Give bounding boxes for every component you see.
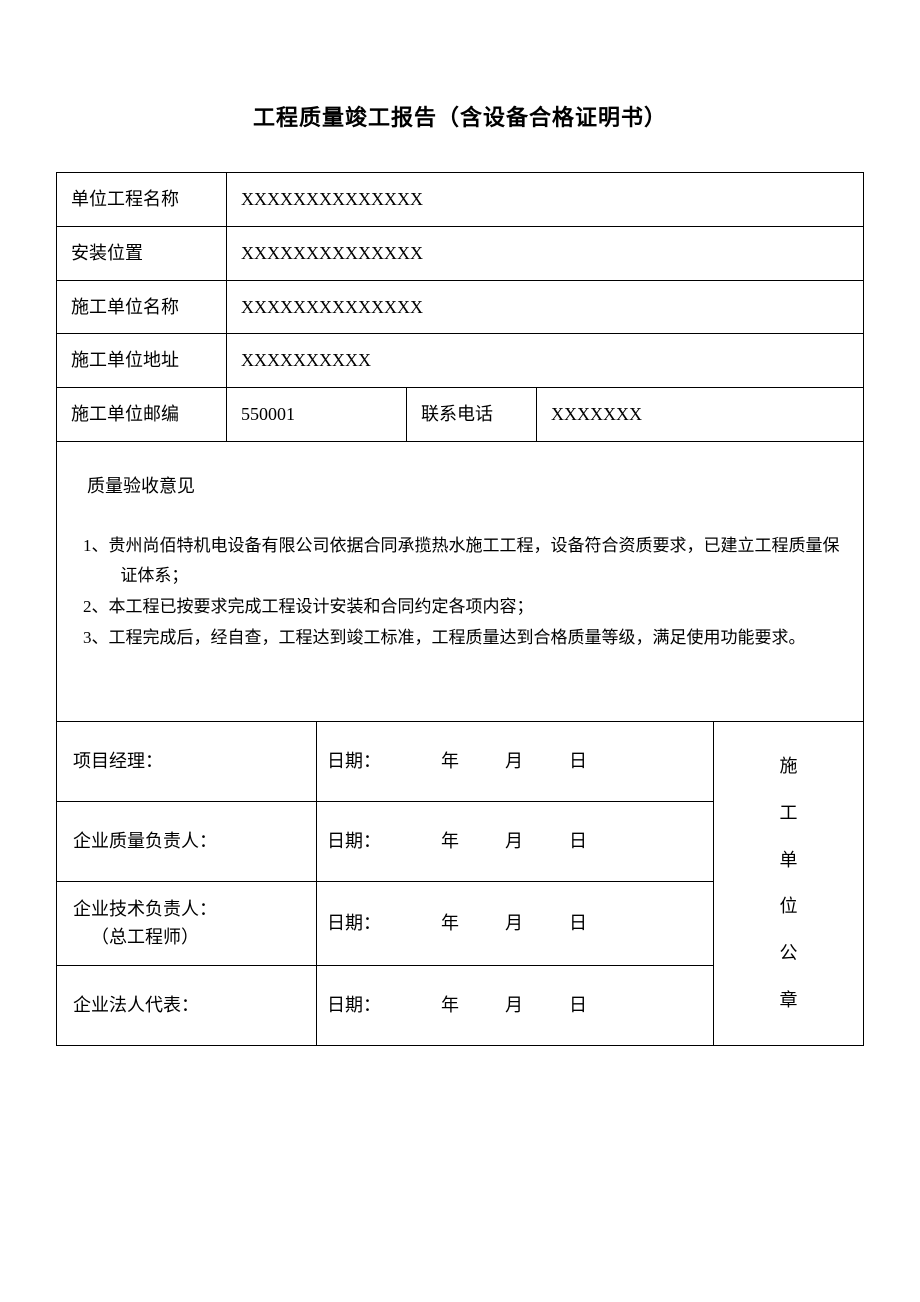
page-title: 工程质量竣工报告（含设备合格证明书） bbox=[56, 100, 864, 132]
opinion-item-1: 1、贵州尚佰特机电设备有限公司依据合同承揽热水施工工程，设备符合资质要求，已建立… bbox=[83, 531, 843, 592]
opinion-heading: 质量验收意见 bbox=[77, 472, 843, 501]
stamp-text: 施 工 单 位 公 章 bbox=[724, 752, 853, 1015]
phone-label: 联系电话 bbox=[407, 388, 537, 442]
sig-date-1: 日期： 年 月 日 bbox=[317, 722, 714, 802]
contractor-addr-label: 施工单位地址 bbox=[57, 334, 227, 388]
sig-role-1: 项目经理： bbox=[57, 722, 317, 802]
install-location-label: 安装位置 bbox=[57, 226, 227, 280]
opinion-cell: 质量验收意见 1、贵州尚佰特机电设备有限公司依据合同承揽热水施工工程，设备符合资… bbox=[57, 441, 864, 721]
date-prefix-3: 日期： bbox=[327, 909, 381, 938]
contractor-zip-value: 550001 bbox=[227, 388, 407, 442]
project-name-label: 单位工程名称 bbox=[57, 173, 227, 227]
row-project-name: 单位工程名称 XXXXXXXXXXXXXX bbox=[57, 173, 864, 227]
stamp-c1: 施 bbox=[780, 752, 798, 781]
stamp-cell: 施 工 单 位 公 章 bbox=[714, 722, 864, 1045]
contractor-zip-label: 施工单位邮编 bbox=[57, 388, 227, 442]
date-prefix-2: 日期： bbox=[327, 827, 381, 856]
stamp-c6: 章 bbox=[780, 986, 798, 1015]
day-3: 日 bbox=[569, 909, 587, 938]
sig-role-3-main: 企业技术负责人： bbox=[73, 895, 302, 924]
day-2: 日 bbox=[569, 827, 587, 856]
stamp-c4: 位 bbox=[780, 892, 798, 921]
row-opinion: 质量验收意见 1、贵州尚佰特机电设备有限公司依据合同承揽热水施工工程，设备符合资… bbox=[57, 441, 864, 721]
day-1: 日 bbox=[569, 747, 587, 776]
sig-date-3: 日期： 年 月 日 bbox=[317, 881, 714, 965]
row-contractor-zip-phone: 施工单位邮编 550001 联系电话 XXXXXXX bbox=[57, 388, 864, 442]
sig-role-4: 企业法人代表： bbox=[57, 966, 317, 1046]
stamp-c2: 工 bbox=[780, 799, 798, 828]
year-2: 年 bbox=[441, 827, 459, 856]
contractor-addr-value: XXXXXXXXXX bbox=[227, 334, 864, 388]
month-3: 月 bbox=[505, 909, 523, 938]
signature-table: 项目经理： 日期： 年 月 日 施 工 单 位 公 章 企业质量负责人： 日期： bbox=[56, 722, 864, 1046]
year-3: 年 bbox=[441, 909, 459, 938]
contractor-name-label: 施工单位名称 bbox=[57, 280, 227, 334]
row-contractor-name: 施工单位名称 XXXXXXXXXXXXXX bbox=[57, 280, 864, 334]
month-2: 月 bbox=[505, 827, 523, 856]
date-prefix-1: 日期： bbox=[327, 747, 381, 776]
project-name-value: XXXXXXXXXXXXXX bbox=[227, 173, 864, 227]
sig-date-4: 日期： 年 月 日 bbox=[317, 966, 714, 1046]
stamp-c3: 单 bbox=[780, 846, 798, 875]
install-location-value: XXXXXXXXXXXXXX bbox=[227, 226, 864, 280]
row-contractor-addr: 施工单位地址 XXXXXXXXXX bbox=[57, 334, 864, 388]
sig-role-2: 企业质量负责人： bbox=[57, 802, 317, 882]
sig-role-3: 企业技术负责人： （总工程师） bbox=[57, 881, 317, 965]
opinion-item-3: 3、工程完成后，经自查，工程达到竣工标准，工程质量达到合格质量等级，满足使用功能… bbox=[83, 623, 843, 654]
year-4: 年 bbox=[441, 991, 459, 1020]
month-1: 月 bbox=[505, 747, 523, 776]
contractor-name-value: XXXXXXXXXXXXXX bbox=[227, 280, 864, 334]
opinion-item-2: 2、本工程已按要求完成工程设计安装和合同约定各项内容； bbox=[83, 592, 843, 623]
row-install-location: 安装位置 XXXXXXXXXXXXXX bbox=[57, 226, 864, 280]
year-1: 年 bbox=[441, 747, 459, 776]
sig-row-1: 项目经理： 日期： 年 月 日 施 工 单 位 公 章 bbox=[57, 722, 864, 802]
day-4: 日 bbox=[569, 991, 587, 1020]
phone-value: XXXXXXX bbox=[537, 388, 864, 442]
month-4: 月 bbox=[505, 991, 523, 1020]
date-prefix-4: 日期： bbox=[327, 991, 381, 1020]
stamp-c5: 公 bbox=[780, 939, 798, 968]
sig-date-2: 日期： 年 月 日 bbox=[317, 802, 714, 882]
sig-role-3-sub: （总工程师） bbox=[73, 923, 302, 952]
report-table: 单位工程名称 XXXXXXXXXXXXXX 安装位置 XXXXXXXXXXXXX… bbox=[56, 172, 864, 722]
opinion-list: 1、贵州尚佰特机电设备有限公司依据合同承揽热水施工工程，设备符合资质要求，已建立… bbox=[77, 531, 843, 653]
